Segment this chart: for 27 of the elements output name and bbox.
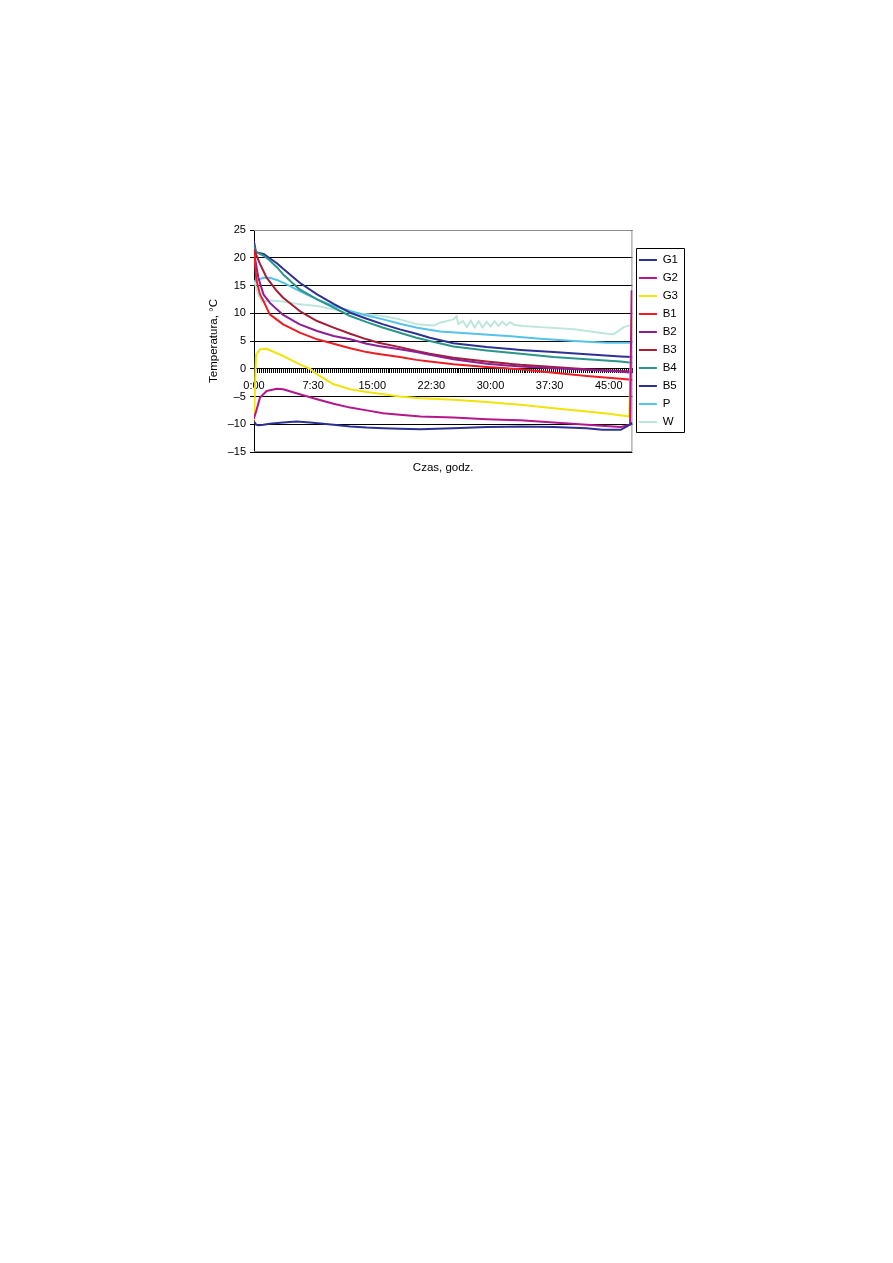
legend-label: B2 — [662, 325, 677, 338]
x-tick-label: 15:00 — [358, 379, 387, 392]
y-tick-label: 0 — [239, 361, 246, 374]
legend-label: G1 — [662, 253, 678, 266]
x-tick-label: 7:30 — [302, 379, 324, 392]
y-tick-label: 20 — [233, 250, 246, 263]
x-axis-title: Czas, godz. — [412, 460, 474, 473]
y-tick-label: 10 — [233, 306, 246, 319]
legend-label: G3 — [662, 289, 678, 302]
legend-label: B5 — [662, 379, 677, 392]
y-tick-label: –5 — [233, 389, 246, 402]
x-tick-label: 37:30 — [535, 379, 564, 392]
legend-label: P — [662, 397, 671, 410]
legend-label: B3 — [662, 343, 677, 356]
y-tick-label: 25 — [233, 223, 246, 236]
x-tick-label: 45:00 — [594, 379, 623, 392]
legend-label: G2 — [662, 271, 678, 284]
legend-label: W — [662, 415, 674, 428]
y-tick-label: –15 — [227, 445, 246, 458]
y-tick-label: 15 — [233, 278, 246, 291]
y-axis-title: Temperatura, °C — [207, 299, 220, 383]
y-tick-label: –10 — [227, 417, 246, 430]
legend-label: B4 — [662, 361, 678, 374]
x-tick-label: 22:30 — [417, 379, 446, 392]
x-tick-label: 30:00 — [476, 379, 505, 392]
y-tick-label: 5 — [239, 334, 246, 347]
legend-label: B1 — [662, 307, 677, 320]
